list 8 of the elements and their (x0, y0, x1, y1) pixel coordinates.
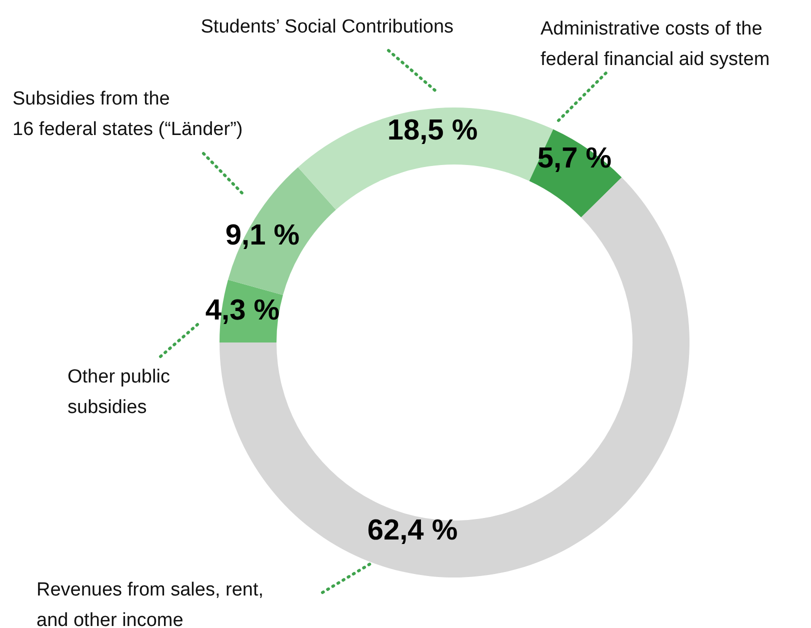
data-label: 18,5 % (387, 114, 478, 146)
data-label: 62,4 % (367, 514, 458, 546)
slice-label: Students’ Social Contributions (200, 16, 454, 38)
slice-label: Subsidies from the 16 federal states (“Länder”) (12, 88, 243, 140)
slice-label: Administrative costs of the federal financial aid system (540, 18, 770, 70)
data-label: 9,1 % (225, 220, 300, 252)
slice-label: Revenues from sales, rent, and other income (36, 580, 264, 628)
slice-label: Other public subsidies (68, 366, 170, 418)
